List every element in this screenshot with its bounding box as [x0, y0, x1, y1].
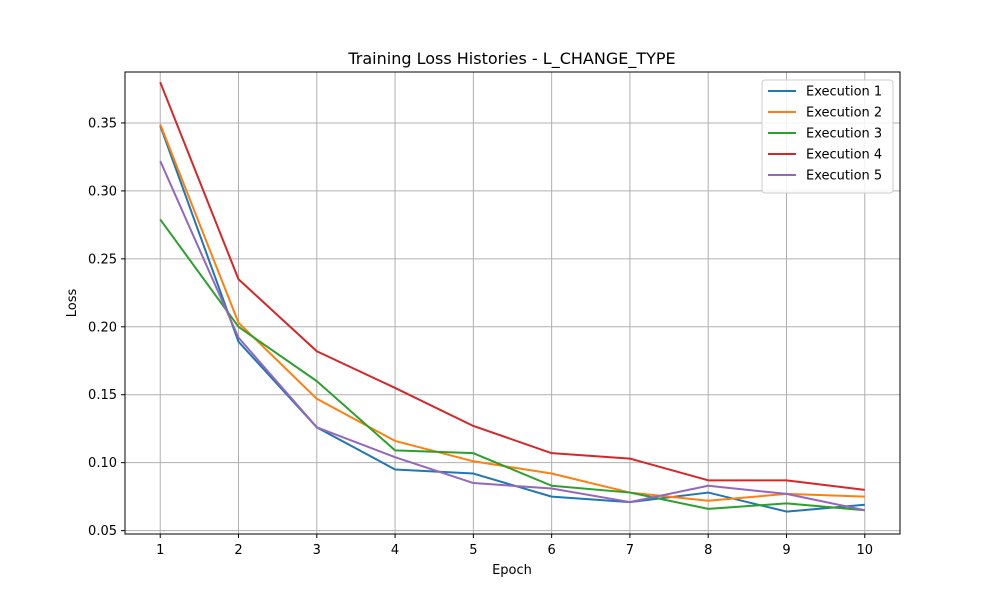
y-tick-label: 0.20 — [88, 320, 117, 335]
x-tick-label: 10 — [856, 543, 873, 558]
x-tick-label: 9 — [782, 543, 790, 558]
y-tick-label: 0.25 — [88, 252, 117, 267]
x-tick-label: 7 — [626, 543, 634, 558]
x-tick-label: 2 — [234, 543, 242, 558]
x-tick-label: 5 — [469, 543, 477, 558]
y-tick-label: 0.10 — [88, 456, 117, 471]
plot-area-frame — [124, 71, 901, 535]
legend-box — [761, 79, 894, 194]
x-tick-label: 8 — [704, 543, 712, 558]
x-axis-label: Epoch — [492, 563, 532, 578]
y-axis-label: Loss — [65, 289, 80, 318]
x-tick-label: 4 — [391, 543, 399, 558]
y-tick-label: 0.35 — [88, 116, 117, 131]
series-lines — [159, 81, 865, 513]
y-axis-ticks: 0.05 0.10 0.15 0.20 0.25 0.30 0.35 — [88, 116, 125, 539]
x-tick-label: 6 — [548, 543, 556, 558]
legend-label: Execution 5 — [806, 169, 882, 184]
y-tick-label: 0.15 — [88, 388, 117, 403]
series-line-execution-3 — [159, 218, 865, 512]
legend-label: Execution 1 — [806, 85, 882, 100]
x-axis-ticks: 1 2 3 4 5 6 7 8 9 10 — [156, 534, 873, 558]
x-tick-label: 1 — [156, 543, 164, 558]
y-tick-label: 0.05 — [88, 524, 117, 539]
series-line-execution-2 — [159, 123, 865, 502]
chart-title: Training Loss Histories - L_CHANGE_TYPE — [347, 49, 675, 69]
legend-label: Execution 2 — [806, 106, 882, 121]
legend-label: Execution 4 — [806, 148, 882, 163]
legend: Execution 1 Execution 2 Execution 3 Executi… — [761, 79, 894, 194]
legend-label: Execution 3 — [806, 127, 882, 142]
y-tick-label: 0.30 — [88, 184, 117, 199]
series-line-execution-4 — [159, 81, 865, 491]
series-line-execution-5 — [159, 160, 865, 512]
x-tick-label: 3 — [313, 543, 321, 558]
